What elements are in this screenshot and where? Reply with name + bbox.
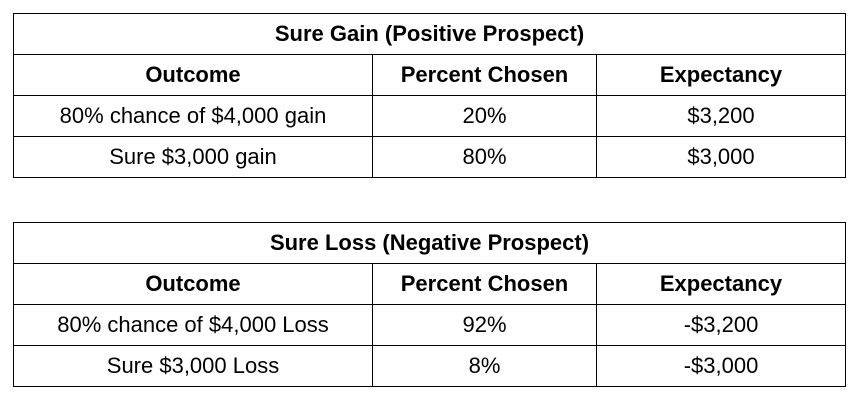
column-header: Percent Chosen [372,263,597,305]
cell: 92% [372,304,597,346]
cell: 20% [372,95,597,137]
cell: $3,200 [596,95,846,137]
column-header: Expectancy [596,263,846,305]
cell: 80% [372,136,597,178]
table: Sure Gain (Positive Prospect) Outcome Pe… [13,13,846,178]
cell: -$3,200 [596,304,846,346]
cell: -$3,000 [596,345,846,387]
cell: 80% chance of $4,000 Loss [13,304,373,346]
cell: 80% chance of $4,000 gain [13,95,373,137]
table-title: Sure Loss (Negative Prospect) [13,222,846,264]
column-header: Outcome [13,54,373,96]
cell: 8% [372,345,597,387]
cell: $3,000 [596,136,846,178]
cell: Sure $3,000 Loss [13,345,373,387]
column-header: Percent Chosen [372,54,597,96]
cell: Sure $3,000 gain [13,136,373,178]
table-title: Sure Gain (Positive Prospect) [13,13,846,55]
column-header: Expectancy [596,54,846,96]
column-header: Outcome [13,263,373,305]
table: Sure Loss (Negative Prospect) Outcome Pe… [13,222,846,387]
